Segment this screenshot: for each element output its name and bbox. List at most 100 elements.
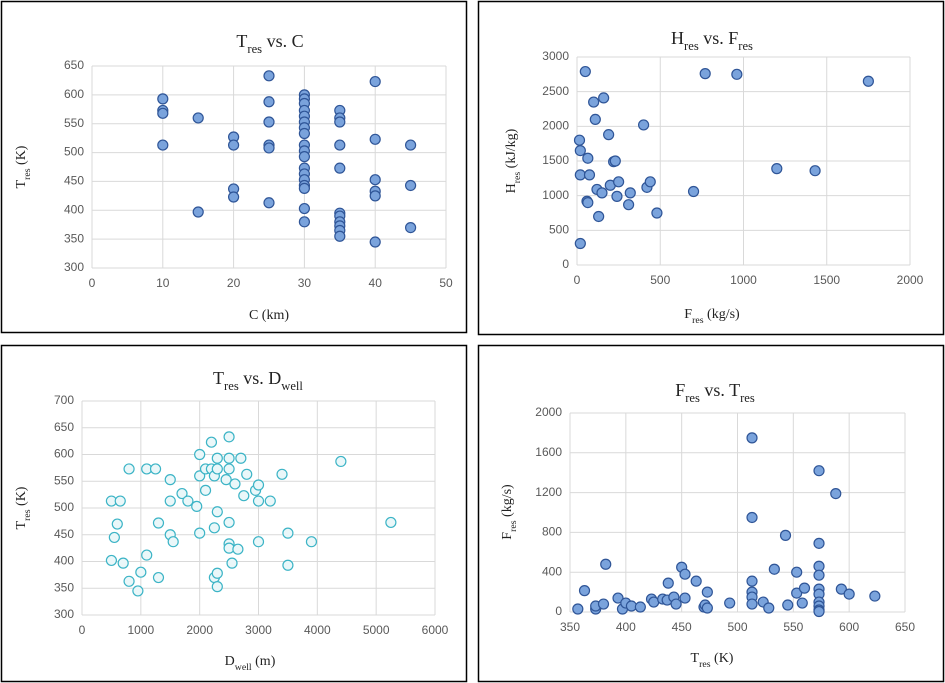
- chart-title: Fres vs. Tres: [675, 380, 755, 405]
- data-point: [651, 207, 663, 219]
- data-point: [152, 571, 165, 584]
- x-tick-label: 500: [650, 273, 670, 287]
- chart-title-run: well: [281, 379, 303, 393]
- data-point: [305, 536, 318, 548]
- data-point: [191, 500, 203, 512]
- y-tick-label: 350: [64, 231, 84, 245]
- y-axis-label-run: T: [14, 179, 29, 188]
- data-point: [798, 582, 811, 594]
- y-axis-label-run: (K): [14, 145, 29, 168]
- data-point: [582, 152, 594, 164]
- data-point: [211, 506, 223, 518]
- panel-border: [477, 344, 945, 683]
- data-point: [235, 452, 247, 464]
- x-tick-label: 0: [574, 273, 581, 287]
- data-point: [699, 68, 711, 80]
- x-axis-label: Tres (K): [691, 651, 734, 670]
- chart-title-run: res: [684, 39, 699, 53]
- y-tick-label: 550: [64, 116, 84, 130]
- x-axis-label-run: T: [691, 651, 700, 666]
- data-point: [603, 129, 615, 141]
- chart-title-run: res: [685, 391, 700, 405]
- y-tick-label: 650: [54, 420, 74, 434]
- panel-border: [0, 0, 468, 334]
- data-point: [862, 75, 874, 87]
- data-point: [813, 569, 825, 581]
- x-tick-label: 40: [369, 276, 383, 290]
- data-point: [194, 527, 206, 539]
- data-point: [228, 139, 240, 151]
- data-point: [208, 522, 220, 534]
- data-point: [157, 139, 169, 151]
- y-tick-label: 400: [54, 554, 74, 568]
- data-point: [132, 585, 144, 597]
- x-axis-label-run: res: [692, 315, 704, 326]
- data-point: [405, 139, 417, 151]
- data-point: [763, 602, 775, 614]
- data-point: [623, 199, 635, 211]
- chart-title-run: T: [236, 31, 247, 51]
- data-point: [405, 222, 417, 234]
- y-axis-label-run: res: [22, 168, 33, 180]
- data-point: [334, 230, 346, 242]
- y-axis-label-run: (kg/s): [500, 484, 515, 521]
- data-point: [679, 568, 691, 580]
- data-point: [241, 468, 253, 480]
- chart-title-run: vs. F: [699, 28, 739, 48]
- x-axis-label-run: (K): [711, 651, 734, 666]
- x-tick-label: 10: [156, 276, 170, 290]
- data-point: [609, 155, 621, 167]
- data-point: [108, 531, 120, 544]
- data-point: [582, 197, 594, 209]
- y-tick-label: 700: [54, 393, 74, 407]
- data-point: [830, 487, 842, 500]
- x-tick-label: 650: [895, 620, 915, 634]
- data-point: [228, 191, 240, 203]
- data-point: [644, 176, 656, 188]
- data-point: [194, 448, 206, 461]
- panel-border: [477, 0, 945, 336]
- data-point: [843, 588, 855, 600]
- data-point: [369, 174, 381, 186]
- data-point: [662, 577, 674, 589]
- data-point: [211, 581, 223, 593]
- data-point: [701, 586, 713, 598]
- data-point: [226, 557, 238, 569]
- data-point: [263, 96, 275, 108]
- x-axis-label-run: (m): [252, 654, 276, 669]
- data-point: [746, 598, 758, 610]
- data-point: [199, 484, 212, 496]
- x-tick-label: 400: [616, 620, 636, 634]
- data-point: [263, 142, 275, 154]
- data-point: [157, 107, 169, 119]
- y-tick-label: 0: [555, 604, 562, 618]
- data-point: [369, 236, 381, 248]
- x-axis-label-run: C (km): [249, 308, 289, 323]
- data-point: [746, 575, 758, 587]
- data-point: [613, 176, 625, 188]
- data-point: [583, 169, 596, 181]
- data-point: [220, 474, 232, 486]
- x-tick-label: 0: [89, 276, 96, 290]
- chart-title-run: res: [247, 42, 262, 56]
- x-tick-label: 4000: [304, 623, 331, 637]
- data-point: [791, 566, 803, 578]
- data-point: [167, 536, 179, 548]
- data-point: [263, 197, 275, 209]
- x-tick-label: 450: [672, 620, 692, 634]
- y-axis-label-run: res: [22, 509, 33, 521]
- x-tick-label: 20: [227, 276, 241, 290]
- data-point: [238, 490, 250, 502]
- y-tick-label: 450: [54, 527, 74, 541]
- data-point: [223, 516, 235, 529]
- data-point: [779, 529, 792, 541]
- data-point: [152, 517, 165, 529]
- data-point: [405, 179, 417, 192]
- data-point: [369, 133, 381, 145]
- data-point: [724, 597, 736, 609]
- x-tick-label: 1000: [127, 623, 154, 637]
- data-point: [252, 495, 265, 507]
- data-point: [573, 134, 586, 146]
- data-point: [598, 92, 610, 104]
- data-point: [768, 563, 780, 575]
